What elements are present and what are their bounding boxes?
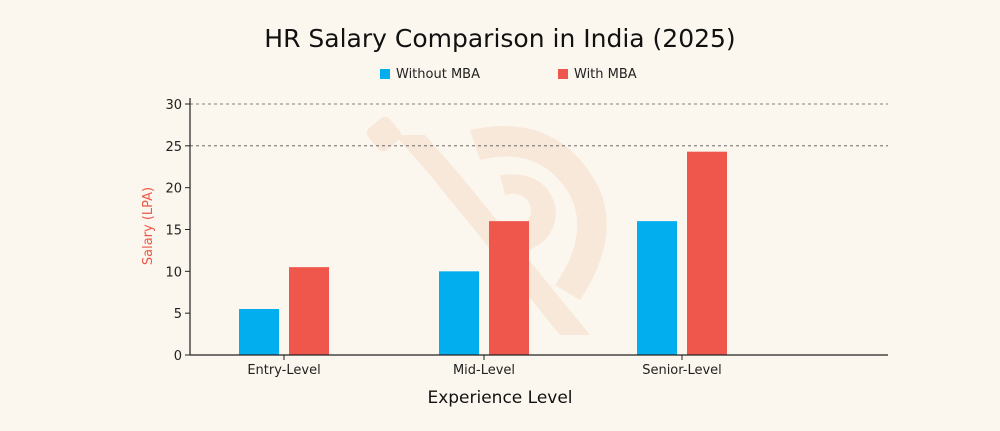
y-tick-label: 0 [174,349,182,364]
x-axis-label: Experience Level [427,388,572,408]
watermark-logo [366,116,607,335]
y-tick-label: 25 [165,140,182,155]
y-tick-label: 30 [165,98,182,113]
y-tick-label: 15 [165,224,182,239]
y-tick-label: 5 [174,307,182,322]
x-tick-label: Senior-Level [642,363,722,378]
bar-with-mba-mid-level [489,221,529,355]
bar-with-mba-entry-level [289,267,329,355]
x-ticks: Entry-Level Mid-Level Senior-Level [247,355,722,378]
bar-with-mba-senior-level [687,151,727,355]
bar-without-mba-mid-level [439,271,479,355]
bars [239,151,727,355]
bar-without-mba-entry-level [239,308,279,355]
chart-title: HR Salary Comparison in India (2025) [264,24,735,53]
legend-swatch-without-mba [380,69,390,79]
legend-label-without-mba: Without MBA [396,67,480,82]
x-tick-label: Entry-Level [247,363,320,378]
legend: Without MBA With MBA [380,67,637,82]
y-axis-label: Salary (LPA) [141,187,156,265]
y-tick-label: 20 [165,182,182,197]
y-ticks: 0 5 10 15 20 25 30 [165,98,190,364]
bar-without-mba-senior-level [637,221,677,355]
gridlines [190,103,888,147]
legend-swatch-with-mba [558,69,568,79]
y-tick-label: 10 [165,265,182,280]
x-tick-label: Mid-Level [453,363,515,378]
legend-label-with-mba: With MBA [574,67,637,82]
